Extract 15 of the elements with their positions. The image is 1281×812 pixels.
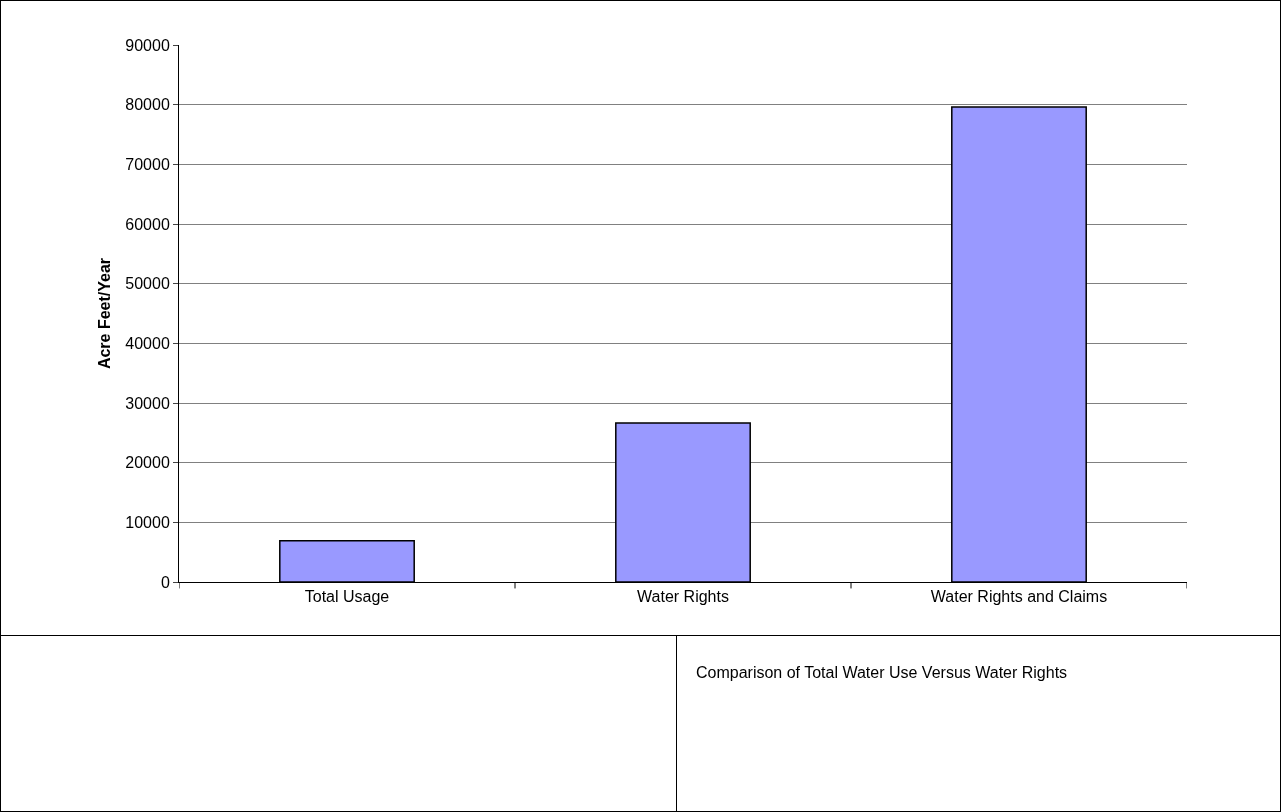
- y-tick-label: 70000: [125, 155, 170, 173]
- y-tick-label: 80000: [125, 96, 170, 114]
- y-tick-label: 60000: [125, 215, 170, 233]
- y-tick-label: 40000: [125, 334, 170, 352]
- y-tick-label: 90000: [125, 36, 170, 54]
- y-tick-label: 50000: [125, 275, 170, 293]
- x-tick-label: Total Usage: [304, 588, 390, 606]
- y-tick-label: 0: [160, 573, 170, 591]
- text: Comparison of Total Water Use Versus Water Rights: [696, 664, 1068, 682]
- y-axis-title: Acre Feet/Year: [96, 257, 114, 370]
- x-tick-label: Water Rights and Claims: [930, 588, 1108, 606]
- y-tick-label: 20000: [125, 454, 170, 472]
- y-tick-label: 10000: [125, 513, 170, 531]
- y-tick-label: 30000: [125, 394, 170, 412]
- x-tick-label: Water Rights: [637, 588, 729, 606]
